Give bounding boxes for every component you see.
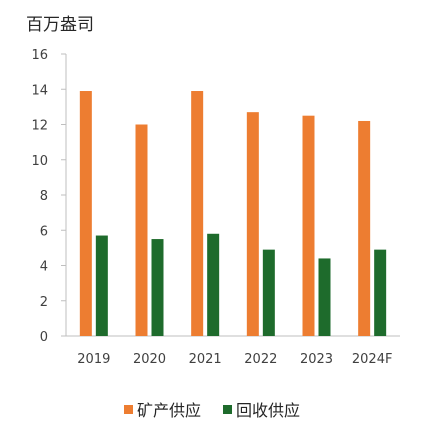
bar-recycle-supply [207,233,220,336]
bar-mine-supply [246,112,259,336]
legend-item-recycle-supply: 回收供应 [223,397,300,421]
bar-recycle-supply [151,239,164,336]
legend-label-recycle-supply: 回收供应 [236,401,301,420]
legend-swatch-recycle-supply [223,404,232,414]
y-tick-label: 0 [40,330,48,345]
y-tick-label: 2 [40,295,48,310]
bar-mine-supply [79,91,92,336]
x-tick-label: 2019 [77,352,110,367]
y-tick-label: 14 [31,83,48,98]
y-tick-label: 12 [31,119,48,134]
y-tick-label: 10 [31,154,48,169]
y-tick-label: 6 [40,224,48,239]
bar-mine-supply [135,124,148,336]
x-tick-label: 2020 [133,352,166,367]
legend: 矿产供应 回收供应 [0,397,424,421]
bar-mine-supply [358,120,371,336]
y-axis-unit-label: 百万盎司 [26,15,94,35]
x-tick-label: 2024F [352,352,393,367]
legend-item-mine-supply: 矿产供应 [123,397,201,421]
bar-mine-supply [191,91,204,336]
bar-recycle-supply [374,249,387,336]
bar-recycle-supply [95,235,108,336]
legend-swatch-mine-supply [123,404,133,414]
y-tick-label: 8 [40,189,48,204]
x-tick-label: 2023 [300,352,333,367]
x-tick-label: 2022 [244,352,277,367]
y-tick-label: 4 [40,260,48,275]
x-tick-label: 2021 [189,352,222,367]
bar-recycle-supply [318,258,331,336]
bar-mine-supply [302,115,315,336]
bar-recycle-supply [262,249,275,336]
legend-label-mine-supply: 矿产供应 [136,401,201,420]
y-tick-label: 16 [31,48,48,63]
